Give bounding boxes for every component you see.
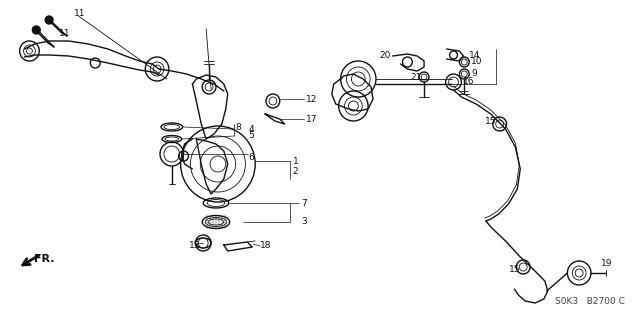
- Text: S0K3   B2700 C: S0K3 B2700 C: [555, 296, 625, 306]
- Text: 13: 13: [188, 241, 200, 250]
- Text: 16: 16: [463, 78, 475, 86]
- Text: 15: 15: [485, 117, 497, 127]
- Circle shape: [45, 16, 53, 24]
- Text: FR.: FR.: [35, 254, 55, 264]
- Text: 10: 10: [471, 57, 483, 66]
- Text: 11: 11: [59, 29, 70, 39]
- Text: 8: 8: [236, 122, 241, 131]
- Text: 14: 14: [469, 50, 481, 60]
- Text: 20: 20: [379, 50, 390, 60]
- Text: 7: 7: [301, 198, 307, 207]
- Text: 3: 3: [301, 218, 307, 226]
- Text: 15: 15: [509, 264, 520, 273]
- Text: 9: 9: [471, 70, 477, 78]
- Text: 5: 5: [248, 131, 254, 140]
- Circle shape: [33, 26, 40, 34]
- Text: 21: 21: [410, 72, 422, 81]
- Text: 12: 12: [307, 94, 317, 103]
- Text: 18: 18: [260, 241, 271, 250]
- Text: 19: 19: [601, 259, 612, 269]
- Text: 2: 2: [292, 167, 298, 175]
- Text: 17: 17: [307, 115, 318, 123]
- Text: 6: 6: [248, 152, 254, 161]
- Text: 1: 1: [292, 157, 298, 166]
- Text: 11: 11: [74, 10, 85, 19]
- Text: 4: 4: [248, 124, 254, 133]
